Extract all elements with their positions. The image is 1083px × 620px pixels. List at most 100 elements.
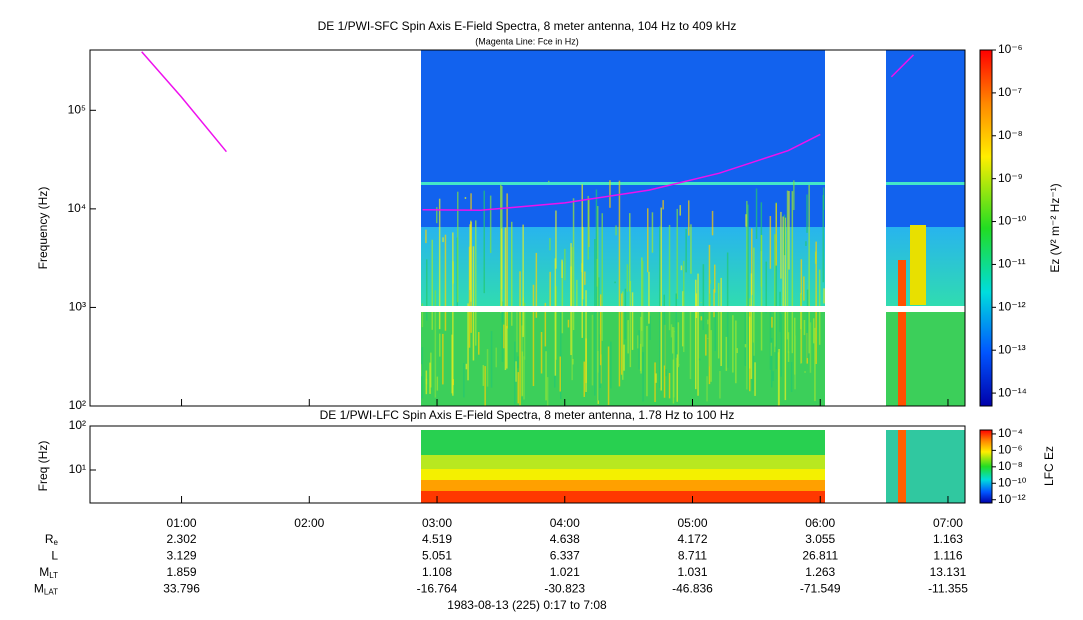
spectrogram-streak <box>544 302 547 347</box>
spectrogram-streak <box>631 292 634 350</box>
spectrogram-streak <box>752 342 754 391</box>
x-tick-label: 05:00 <box>677 516 707 530</box>
spectrogram-streak <box>668 225 671 331</box>
spectrogram-streak <box>483 190 485 294</box>
spectrogram-streak <box>571 247 573 381</box>
spectrogram-streak <box>561 261 564 334</box>
spectrogram-streak <box>501 228 503 308</box>
ephemeris-value: 1.021 <box>550 565 580 579</box>
spectrogram-streak <box>680 265 683 271</box>
footer: 1983-08-13 (225) 0:17 to 7:08 <box>447 598 607 612</box>
ephemeris-label: Re <box>45 532 59 547</box>
spectrogram-streak <box>689 306 692 380</box>
spectrogram-streak <box>753 247 755 356</box>
spectrogram-streak <box>624 288 627 340</box>
spectrogram-streak <box>705 334 707 356</box>
spectrogram-streak <box>506 193 508 329</box>
ephemeris-label: MLT <box>39 565 58 580</box>
chart-title: DE 1/PWI-SFC Spin Axis E-Field Spectra, … <box>318 19 737 33</box>
ephemeris-value: 4.519 <box>422 532 452 546</box>
spectrogram-streak <box>700 316 703 321</box>
spectrogram-streak <box>665 369 667 377</box>
spectrogram-streak <box>489 195 492 253</box>
spectrogram-streak <box>519 271 521 406</box>
spectrogram-streak <box>549 271 551 312</box>
spectrogram-streak <box>682 291 684 347</box>
spectrogram-streak <box>425 370 428 395</box>
spectrogram-streak <box>677 322 680 368</box>
spectrogram-streak <box>436 207 438 224</box>
ephemeris-value: 13.131 <box>930 565 967 579</box>
spectrogram-streak <box>648 271 650 324</box>
row-label: L <box>51 549 58 563</box>
spectrogram-streak <box>770 342 773 356</box>
spectrogram-streak <box>655 373 657 383</box>
colorbar-tick-label: 10⁻⁶ <box>998 42 1023 56</box>
x-tick-label: 04:00 <box>550 516 580 530</box>
spectrogram-streak <box>823 288 825 304</box>
colorbar-tick-label: 10⁻¹¹ <box>998 257 1026 271</box>
spectrogram-streak <box>711 210 714 236</box>
colorbar-tick-label: 10⁻⁸ <box>998 459 1023 473</box>
ephemeris-value: 8.711 <box>678 549 707 563</box>
spectrogram-streak <box>794 335 796 390</box>
spectrogram-streak <box>421 303 424 328</box>
spectrogram-streak <box>594 239 596 396</box>
spectrogram-streak <box>675 293 677 343</box>
ephemeris-value: 26.811 <box>802 549 838 563</box>
spectrogram-streak <box>736 348 738 354</box>
spectrogram-streak <box>431 239 433 330</box>
spectrogram-streak <box>790 362 793 392</box>
spectrogram-streak <box>521 351 524 396</box>
spectrogram-streak <box>522 224 524 338</box>
row-label-sub: e <box>54 538 59 547</box>
spectrogram-streak <box>690 224 692 274</box>
spectrogram-streak <box>468 246 471 348</box>
ephemeris-label: MLAT <box>34 582 58 597</box>
spectrogram-streak <box>774 308 776 347</box>
spectrogram-streak <box>506 325 508 369</box>
colorbar-tick-label: 10⁻⁶ <box>998 443 1023 457</box>
spectrogram-streak <box>570 243 572 307</box>
x-tick-label: 07:00 <box>933 516 963 530</box>
ephemeris-value: 1.163 <box>933 532 963 546</box>
spectrogram-streak <box>775 203 777 266</box>
row-label-sub: LAT <box>44 588 58 597</box>
spectrogram-streak <box>467 303 469 381</box>
spectrogram-streak <box>601 213 603 341</box>
spectrogram-streak <box>548 180 550 183</box>
spectrogram-streak <box>749 316 751 369</box>
spectrogram-streak <box>436 376 439 391</box>
spectrogram-streak <box>688 200 690 236</box>
spectrogram-streak <box>765 261 767 314</box>
ephemeris-value: 33.796 <box>163 582 200 596</box>
spectrogram-streak <box>484 366 486 406</box>
spectrogram-streak <box>434 290 437 398</box>
spectrogram-streak <box>732 315 734 373</box>
spectrogram-streak <box>626 264 629 292</box>
ephemeris-value: 1.108 <box>422 565 452 579</box>
spectrogram-streak <box>822 195 824 283</box>
spectrogram-streak <box>615 225 617 236</box>
spectrogram-streak <box>783 214 786 256</box>
spectrogram-streak <box>676 208 678 300</box>
y-axis-label: Frequency (Hz) <box>36 187 50 270</box>
spectrogram-streak <box>662 200 664 210</box>
spectrogram-streak <box>782 216 784 308</box>
spectrogram-streak <box>702 264 705 330</box>
ephemeris-value: 6.337 <box>550 549 580 563</box>
spectrogram-streak <box>676 354 678 402</box>
colorbar-tick-label: 10⁻¹² <box>998 299 1026 313</box>
colorbar <box>980 50 992 406</box>
spectrogram-streak <box>804 371 806 373</box>
spectrogram-streak <box>425 229 427 244</box>
spectrogram-streak <box>714 309 716 351</box>
colorbar <box>980 430 992 503</box>
spectrogram-streak <box>576 279 578 311</box>
spectrogram-streak <box>735 320 737 384</box>
spectrogram-streak <box>641 260 644 347</box>
ephemeris-value: 1.031 <box>677 565 707 579</box>
spectrogram-streak <box>814 327 816 402</box>
ephemeris-value: -71.549 <box>800 582 841 596</box>
